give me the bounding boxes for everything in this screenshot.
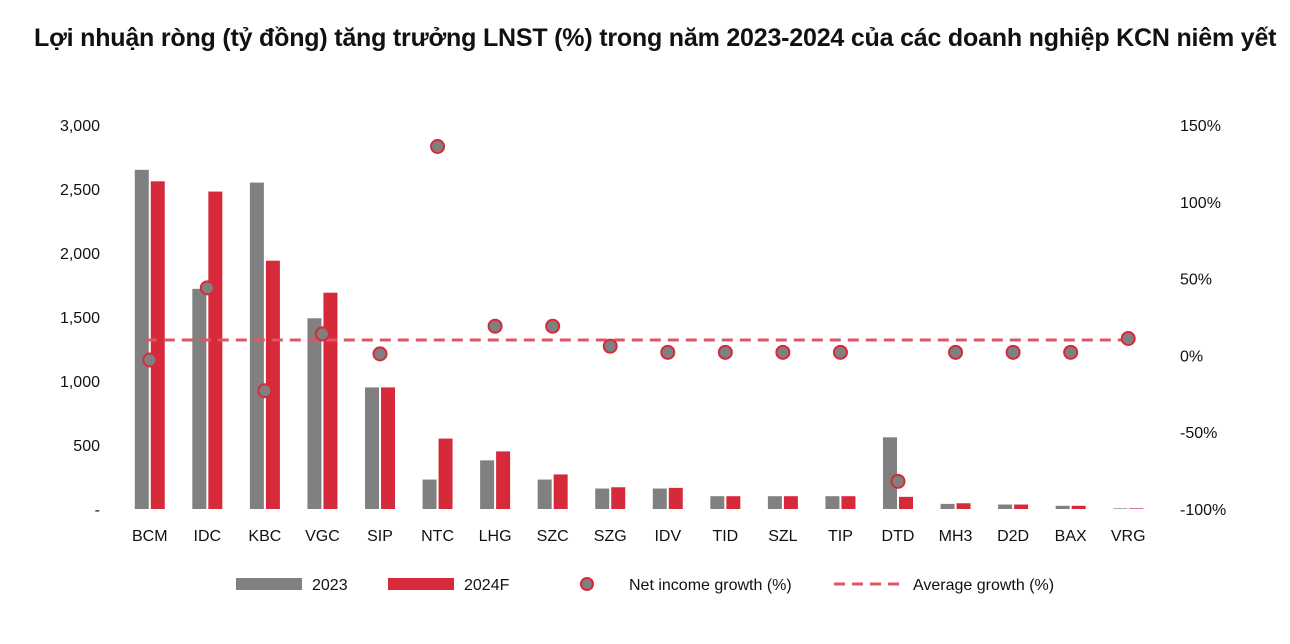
bar-2023-szc xyxy=(537,479,552,509)
bar-2024f-tip xyxy=(841,496,856,509)
bar-2023-kbc xyxy=(249,182,264,509)
bar-2024f-vgc xyxy=(323,292,338,509)
y-left-tick: 1,000 xyxy=(60,374,100,391)
bar-2024f-ntc xyxy=(438,438,453,509)
x-tick-idv: IDV xyxy=(654,528,681,545)
bar-2023-szl xyxy=(767,496,782,509)
bar-layer xyxy=(134,169,1144,510)
growth-point-mh3 xyxy=(948,344,964,360)
growth-points-layer xyxy=(142,139,1136,489)
y-right-tick: 150% xyxy=(1180,118,1221,135)
bar-2024f-tid xyxy=(726,496,741,509)
bar-2024f-idc xyxy=(208,191,223,509)
bar-2024f-szl xyxy=(783,496,798,509)
y-left-tick: - xyxy=(95,502,100,519)
x-tick-tid: TID xyxy=(712,528,738,545)
x-tick-mh3: MH3 xyxy=(939,528,973,545)
bar-2023-d2d xyxy=(998,504,1013,509)
legend-swatch-2024f xyxy=(388,578,454,590)
bar-2023-lhg xyxy=(480,460,495,509)
x-tick-bcm: BCM xyxy=(132,528,168,545)
y-right-tick: -50% xyxy=(1180,425,1217,442)
bar-2024f-d2d xyxy=(1014,504,1029,509)
x-tick-dtd: DTD xyxy=(882,528,915,545)
growth-point-idv xyxy=(660,344,676,360)
legend: 2023 2024F Net income growth (%) Average gr… xyxy=(236,577,1054,594)
x-tick-sip: SIP xyxy=(367,528,393,545)
growth-point-kbc xyxy=(257,383,273,399)
bar-2024f-idv xyxy=(668,487,683,509)
axis-layer: BCM IDC KBC VGC SIP NTC LHG SZC SZG IDV TID SZL TIP D… xyxy=(60,118,1226,545)
bar-2023-idc xyxy=(192,288,207,509)
x-tick-bax: BAX xyxy=(1055,528,1087,545)
growth-point-idc xyxy=(199,280,215,296)
bar-2023-mh3 xyxy=(940,503,955,509)
bar-2024f-sip xyxy=(381,387,395,509)
x-tick-szg: SZG xyxy=(594,528,627,545)
growth-point-szg xyxy=(602,338,618,354)
bar-2024f-lhg xyxy=(496,451,511,509)
x-tick-szl: SZL xyxy=(768,528,797,545)
x-tick-kbc: KBC xyxy=(248,528,281,545)
x-tick-vgc: VGC xyxy=(305,528,340,545)
y-right-tick: 100% xyxy=(1180,195,1221,212)
y-right-tick: 50% xyxy=(1180,272,1212,289)
growth-point-ntc xyxy=(430,139,446,155)
legend-label-growth: Net income growth (%) xyxy=(629,577,792,594)
y-right-tick: -100% xyxy=(1180,502,1226,519)
legend-label-2024f: 2024F xyxy=(464,577,510,594)
legend-label-2023: 2023 xyxy=(312,577,348,594)
growth-point-dtd xyxy=(890,473,906,489)
bar-2024f-dtd xyxy=(899,496,913,509)
bar-2024f-mh3 xyxy=(956,503,971,509)
growth-point-lhg xyxy=(487,318,503,334)
bar-2024f-bax xyxy=(1071,505,1086,509)
bar-2023-ntc xyxy=(422,479,437,509)
bar-2023-szg xyxy=(595,488,610,509)
y-left-tick: 2,000 xyxy=(60,246,100,263)
bar-2023-dtd xyxy=(883,437,897,509)
bar-2023-tid xyxy=(710,496,725,509)
legend-swatch-2023 xyxy=(236,578,302,590)
x-tick-szc: SZC xyxy=(537,528,569,545)
growth-point-vrg xyxy=(1120,331,1136,347)
bar-2023-vgc xyxy=(307,318,322,509)
bar-2023-tip xyxy=(825,496,840,509)
growth-point-sip xyxy=(372,346,388,362)
growth-point-tid xyxy=(717,344,733,360)
y-left-tick: 2,500 xyxy=(60,182,100,199)
y-left-tick: 3,000 xyxy=(60,118,100,135)
growth-point-d2d xyxy=(1005,344,1021,360)
bar-2023-vrg xyxy=(1113,508,1128,509)
legend-label-average: Average growth (%) xyxy=(913,577,1054,594)
chart-title: Lợi nhuận ròng (tỷ đồng) tăng trưởng LNS… xyxy=(34,24,1277,52)
bar-2023-sip xyxy=(365,387,379,509)
y-right-tick: 0% xyxy=(1180,348,1203,365)
growth-point-szl xyxy=(775,344,791,360)
growth-point-szc xyxy=(545,318,561,334)
growth-point-tip xyxy=(832,344,848,360)
legend-marker-growth xyxy=(580,577,594,591)
y-left-tick: 1,500 xyxy=(60,310,100,327)
bar-2024f-szc xyxy=(553,474,568,509)
growth-point-bcm xyxy=(142,352,158,368)
x-tick-lhg: LHG xyxy=(479,528,512,545)
x-tick-tip: TIP xyxy=(828,528,853,545)
bar-2024f-szg xyxy=(611,487,626,509)
growth-point-bax xyxy=(1063,344,1079,360)
bar-2024f-vrg xyxy=(1129,508,1144,509)
y-left-tick: 500 xyxy=(73,438,100,455)
bar-2023-bcm xyxy=(134,169,149,510)
x-tick-idc: IDC xyxy=(194,528,222,545)
bar-2023-bax xyxy=(1055,505,1070,509)
x-tick-ntc: NTC xyxy=(421,528,454,545)
growth-point-vgc xyxy=(314,326,330,342)
x-tick-vrg: VRG xyxy=(1111,528,1146,545)
x-tick-d2d: D2D xyxy=(997,528,1029,545)
bar-2023-idv xyxy=(652,488,667,509)
bar-2024f-bcm xyxy=(150,181,165,509)
bar-2024f-kbc xyxy=(265,260,280,509)
